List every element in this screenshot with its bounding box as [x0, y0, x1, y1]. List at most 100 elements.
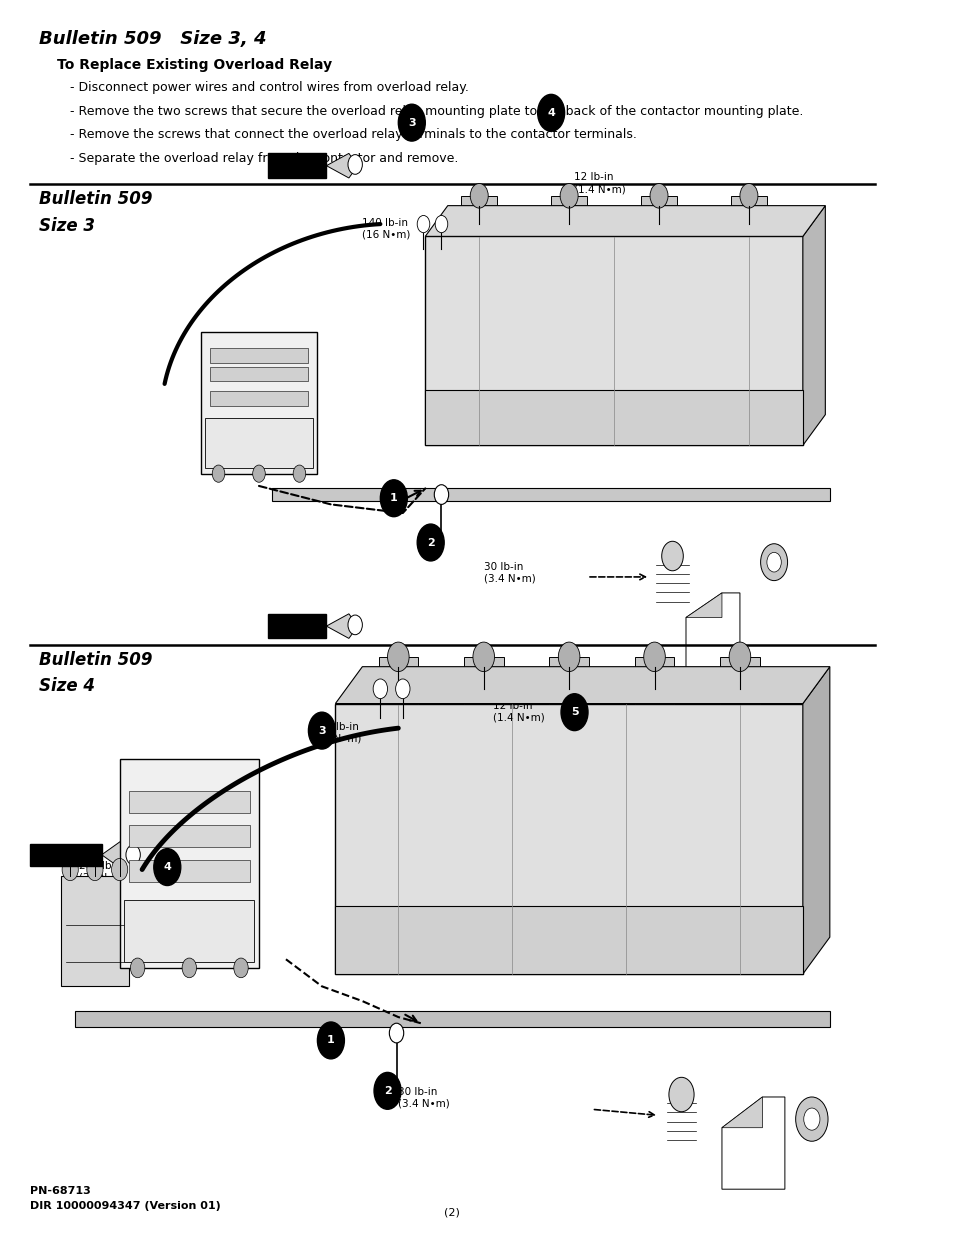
Circle shape [389, 1024, 403, 1042]
Bar [129, 860, 250, 882]
Bar [129, 790, 250, 813]
Circle shape [473, 642, 494, 672]
Polygon shape [335, 667, 829, 704]
Circle shape [387, 642, 409, 672]
Text: 200 lb-in
(23 N•m): 200 lb-in (23 N•m) [79, 861, 128, 883]
Circle shape [558, 642, 579, 672]
Circle shape [398, 104, 425, 141]
Text: 2: 2 [426, 537, 435, 547]
Text: 30 lb-in
(3.4 N•m): 30 lb-in (3.4 N•m) [483, 562, 535, 584]
Bar [378, 657, 417, 704]
Circle shape [153, 848, 180, 885]
Bar [460, 196, 497, 236]
Circle shape [317, 1023, 344, 1058]
Circle shape [374, 1072, 400, 1109]
Text: 5: 5 [570, 708, 578, 718]
Circle shape [293, 466, 305, 482]
Circle shape [416, 215, 430, 232]
Bar [640, 196, 677, 236]
Polygon shape [802, 667, 829, 974]
Text: - Remove the screws that connect the overload relay terminals to the contactor t: - Remove the screws that connect the ove… [71, 128, 637, 141]
Circle shape [559, 184, 578, 207]
Circle shape [373, 679, 387, 699]
Polygon shape [802, 206, 824, 446]
Text: 12 lb-in
(1.4 N•m): 12 lb-in (1.4 N•m) [492, 701, 544, 722]
Circle shape [233, 958, 248, 978]
Circle shape [112, 858, 128, 881]
Bar [634, 657, 674, 704]
Circle shape [760, 543, 787, 580]
Bar [124, 900, 254, 962]
Bar [335, 704, 802, 974]
Polygon shape [425, 206, 824, 236]
Text: - Separate the overload relay from the contactor and remove.: - Separate the overload relay from the c… [71, 152, 458, 164]
Polygon shape [685, 593, 721, 618]
Circle shape [126, 845, 140, 864]
Text: 4: 4 [163, 862, 171, 872]
Bar [119, 758, 258, 968]
Bar [720, 657, 759, 704]
Bar [549, 657, 588, 704]
Text: 4: 4 [547, 107, 555, 117]
Circle shape [380, 480, 407, 516]
Text: - Remove the two screws that secure the overload relay mounting plate to the bac: - Remove the two screws that secure the … [71, 105, 802, 117]
Bar [210, 367, 308, 382]
Circle shape [212, 466, 225, 482]
Circle shape [416, 524, 444, 561]
Bar [61, 876, 129, 987]
Circle shape [435, 215, 447, 232]
Bar [425, 236, 802, 446]
Bar [268, 614, 326, 638]
Polygon shape [721, 1097, 761, 1128]
Circle shape [803, 1108, 819, 1130]
Circle shape [434, 484, 448, 504]
Circle shape [560, 694, 587, 731]
Circle shape [537, 94, 564, 131]
Circle shape [795, 1097, 827, 1141]
Text: (2): (2) [444, 1208, 459, 1218]
Text: 3: 3 [317, 726, 325, 736]
Polygon shape [326, 614, 357, 638]
Circle shape [253, 466, 265, 482]
Bar [30, 844, 102, 866]
Circle shape [668, 1077, 694, 1112]
Text: 30 lb-in
(3.4 N•m): 30 lb-in (3.4 N•m) [398, 1087, 450, 1109]
Circle shape [766, 552, 781, 572]
Text: 1: 1 [327, 1035, 335, 1046]
Bar [463, 657, 503, 704]
Text: PN-68713: PN-68713 [30, 1186, 91, 1195]
Text: Bulletin 509
Size 3: Bulletin 509 Size 3 [39, 190, 152, 235]
Bar [273, 488, 829, 500]
Circle shape [470, 184, 488, 207]
Bar [335, 906, 802, 974]
Bar [210, 391, 308, 406]
Text: Bulletin 509   Size 3, 4: Bulletin 509 Size 3, 4 [39, 30, 266, 48]
Circle shape [131, 958, 145, 978]
Bar [210, 348, 308, 363]
Circle shape [661, 541, 682, 571]
Bar [200, 332, 317, 474]
Bar [551, 196, 586, 236]
Polygon shape [685, 593, 740, 679]
Text: 140 lb-in
(16 N•m): 140 lb-in (16 N•m) [362, 217, 411, 240]
Text: 200 lb-in
(23 N•m): 200 lb-in (23 N•m) [313, 722, 361, 743]
Bar [425, 390, 802, 446]
Text: To Replace Existing Overload Relay: To Replace Existing Overload Relay [56, 58, 332, 72]
Bar [730, 196, 766, 236]
Text: Bulletin 509
Size 4: Bulletin 509 Size 4 [39, 651, 152, 695]
Circle shape [348, 154, 362, 174]
Text: 12 lb-in
(1.4 N•m): 12 lb-in (1.4 N•m) [573, 173, 625, 194]
Circle shape [649, 184, 667, 207]
Text: 3: 3 [408, 117, 416, 127]
Bar [129, 825, 250, 847]
Circle shape [308, 713, 335, 750]
Circle shape [643, 642, 664, 672]
Text: 2: 2 [383, 1086, 391, 1095]
Bar [74, 1011, 829, 1028]
Bar [268, 153, 326, 178]
Polygon shape [102, 839, 135, 871]
Bar [205, 419, 313, 468]
Polygon shape [721, 1097, 784, 1189]
Text: 1: 1 [390, 493, 397, 503]
Circle shape [87, 858, 103, 881]
